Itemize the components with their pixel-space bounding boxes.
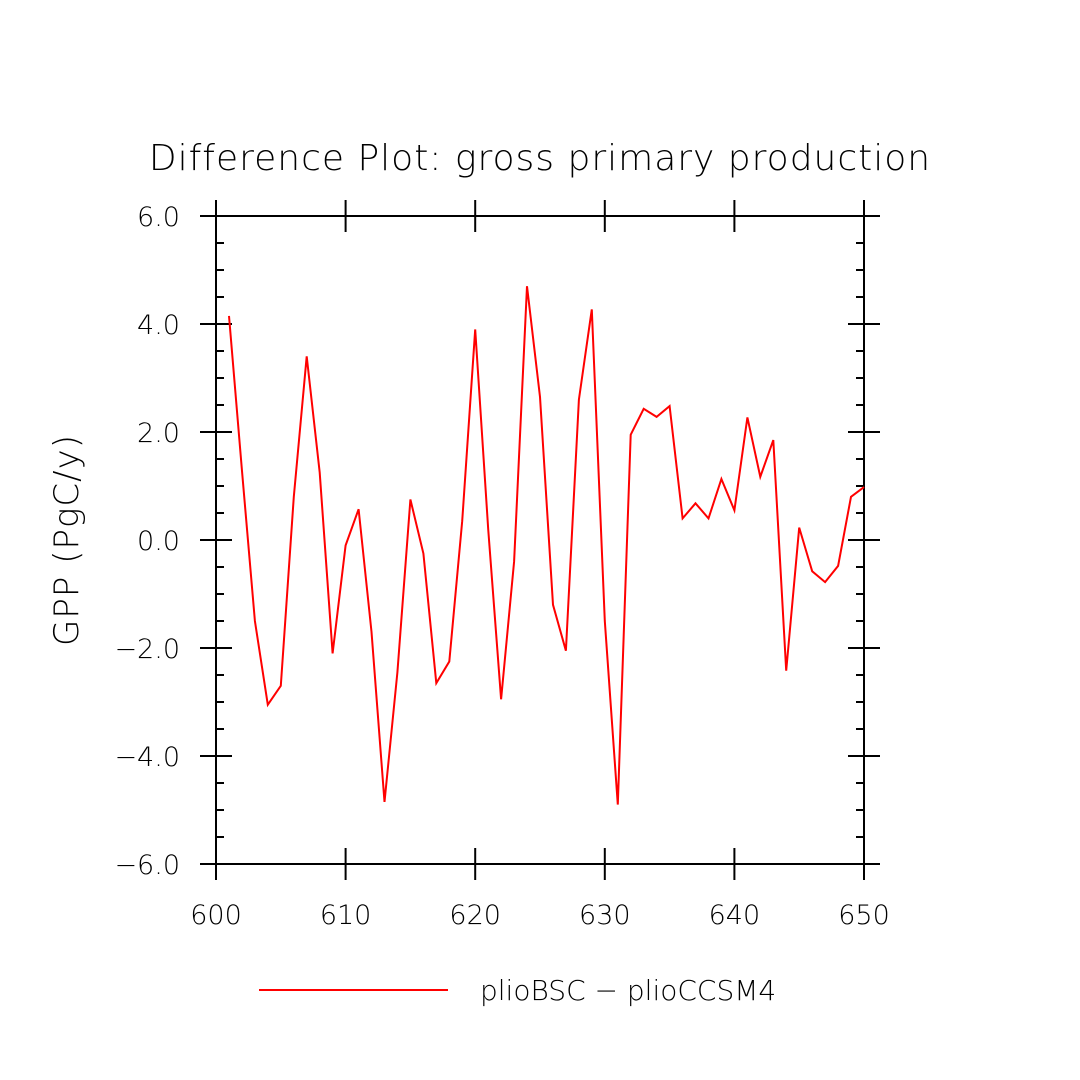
y-tick-label: 6.0 [137,202,180,233]
y-axis-label: GPP (PgC/y) [47,434,87,646]
x-tick-label: 620 [449,900,501,931]
y-tick-label: −6.0 [114,850,180,881]
x-tick-label: 610 [320,900,372,931]
y-tick-label: −4.0 [114,742,180,773]
y-tick-label: 4.0 [137,310,180,341]
x-tick-label: 630 [579,900,631,931]
x-tick-labels: 600 610 620 630 640 650 [190,900,890,931]
y-tick-label: 0.0 [137,526,180,557]
x-tick-label: 640 [709,900,761,931]
series-lines [228,286,865,805]
axis-ticks [200,200,880,880]
y-tick-label: 2.0 [137,418,180,449]
chart-title: Difference Plot: gross primary productio… [149,138,931,179]
series-line [228,286,865,805]
y-tick-labels: −6.0 −4.0 −2.0 0.0 2.0 4.0 6.0 [114,202,180,881]
x-tick-label: 600 [190,900,242,931]
legend-label: plioBSC − plioCCSM4 [480,974,776,1007]
x-tick-label: 650 [838,900,890,931]
y-tick-label: −2.0 [114,634,180,665]
plot-frame [215,215,865,865]
